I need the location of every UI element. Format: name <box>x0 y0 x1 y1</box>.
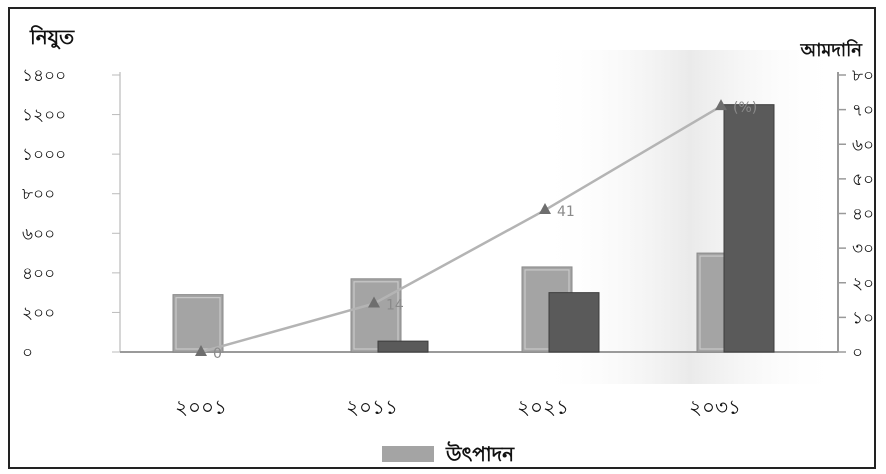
production-bar <box>172 294 224 353</box>
import-point-marker <box>195 345 207 356</box>
secondary-bar-body <box>548 292 600 353</box>
category-label: ২০২১ <box>517 395 569 419</box>
production-bar-body <box>172 294 224 353</box>
import-point-marker <box>539 203 551 215</box>
production-bar-bevel <box>175 297 221 350</box>
left-tick-label: ১০০০ <box>22 145 66 165</box>
bar-series <box>172 104 775 353</box>
right-tick-label: ২০ <box>852 274 874 294</box>
legend: উৎপাদন <box>382 441 515 466</box>
right-tick-label: ৬০ <box>852 135 874 155</box>
secondary-bar-body <box>377 340 429 353</box>
right-tick-label: ৭০ <box>852 101 874 121</box>
category-labels: ২০০১ ২০১১ ২০২১ ২০৩১ <box>175 395 741 419</box>
right-axis-title: আমদানি <box>799 39 863 61</box>
right-tick-label: ০ <box>852 343 863 363</box>
line-series: 0 14 41 (%) <box>195 99 757 362</box>
import-point-label: (%) <box>733 100 757 116</box>
right-tick-label: ৮০ <box>852 66 874 86</box>
left-tick-label: ৮০০ <box>22 185 55 205</box>
left-tick-label: ৪০০ <box>22 264 55 284</box>
import-point-marker <box>368 296 380 308</box>
production-bar-body <box>350 278 402 353</box>
import-point-marker <box>715 99 727 111</box>
secondary-bar <box>548 292 600 353</box>
import-point-label: 14 <box>386 298 404 314</box>
legend-label: উৎপাদন <box>445 441 515 466</box>
import-point-label: 0 <box>213 346 222 362</box>
production-bar-bevel <box>353 281 399 350</box>
category-label: ২০০১ <box>175 395 227 419</box>
right-tick-label: ৪০ <box>852 205 874 225</box>
right-tick-label: ৩০ <box>852 239 874 259</box>
import-point-label: 41 <box>557 204 575 220</box>
category-label: ২০১১ <box>346 395 398 419</box>
right-tick-label: ১০ <box>852 308 874 328</box>
secondary-bar <box>723 104 775 353</box>
left-tick-label: ২০০ <box>22 303 55 323</box>
legend-swatch <box>382 446 434 462</box>
left-axis-title: নিযুত <box>29 25 75 50</box>
right-axis-ticks: ০ ১০ ২০ ৩০ ৪০ ৫০ ৬০ ৭০ ৮০ <box>838 66 874 363</box>
left-axis-ticks: ০ ২০০ ৪০০ ৬০০ ৮০০ ১০০০ ১২০০ ১৪০০ <box>22 66 120 363</box>
left-tick-label: ০ <box>22 343 33 363</box>
secondary-bar <box>377 340 429 353</box>
production-bar <box>350 278 402 353</box>
secondary-bar-body <box>723 104 775 353</box>
right-tick-label: ৫০ <box>852 170 874 190</box>
import-line <box>200 105 722 354</box>
left-tick-label: ১২০০ <box>22 106 66 126</box>
left-tick-label: ১৪০০ <box>22 66 66 86</box>
left-tick-label: ৬০০ <box>22 224 55 244</box>
category-label: ২০৩১ <box>689 395 741 419</box>
